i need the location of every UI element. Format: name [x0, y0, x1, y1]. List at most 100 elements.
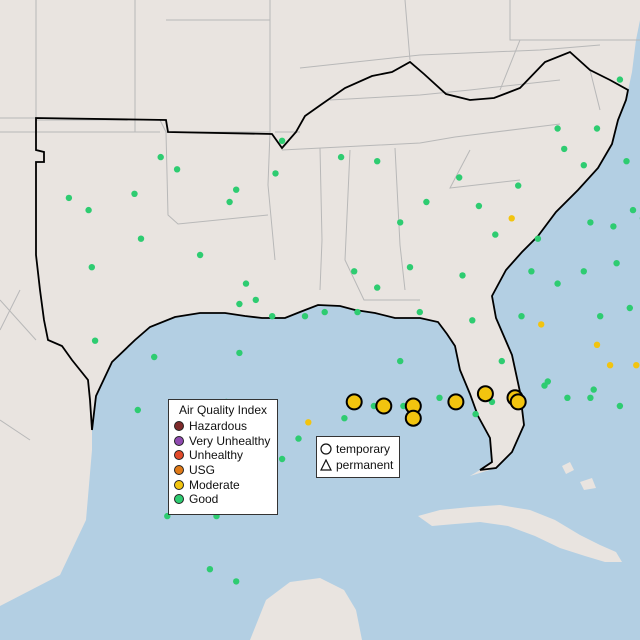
cuba — [418, 505, 622, 562]
legend-label-good: Good — [189, 492, 219, 507]
monitor-good[interactable] — [134, 406, 141, 414]
monitor-moderate[interactable] — [508, 215, 515, 222]
monitor-good[interactable] — [528, 268, 535, 275]
monitor-good[interactable] — [610, 223, 617, 230]
atlantic-ocean — [470, 0, 640, 640]
monitor-good[interactable] — [85, 206, 92, 214]
monitor-good[interactable] — [475, 202, 483, 210]
monitor-good[interactable] — [629, 206, 637, 214]
type-row-permanent: permanent — [317, 457, 399, 473]
monitor-moderate[interactable] — [633, 362, 640, 369]
triangle-icon — [320, 459, 332, 471]
monitor-good[interactable] — [406, 264, 414, 271]
monitor-good[interactable] — [321, 308, 328, 316]
monitor-good[interactable] — [196, 251, 204, 259]
monitor-good[interactable] — [613, 260, 620, 267]
monitor-good[interactable] — [544, 378, 551, 385]
monitor-good[interactable] — [626, 304, 633, 312]
bahamas-island — [562, 462, 574, 474]
monitor-good[interactable] — [593, 125, 601, 132]
legend-row-good: Good — [169, 492, 277, 507]
monitor-good[interactable] — [436, 394, 443, 401]
swatch-very-unhealthy — [174, 435, 184, 446]
monitor-good[interactable] — [233, 578, 240, 585]
swatch-good — [174, 494, 184, 505]
monitor-good[interactable] — [151, 353, 158, 361]
monitor-good[interactable] — [623, 158, 630, 165]
swatch-moderate — [174, 479, 184, 490]
monitor-good[interactable] — [252, 296, 259, 304]
monitor-good[interactable] — [278, 137, 286, 144]
monitor-good[interactable] — [157, 153, 164, 161]
monitor-good[interactable] — [587, 219, 594, 226]
monitor-good[interactable] — [469, 317, 476, 324]
monitor-good[interactable] — [561, 145, 568, 153]
temporary-monitor-moderate[interactable] — [345, 393, 363, 411]
monitor-good[interactable] — [341, 415, 348, 422]
monitor-good[interactable] — [295, 435, 302, 442]
monitor-good[interactable] — [515, 182, 522, 189]
monitor-good[interactable] — [554, 125, 561, 132]
monitor-good[interactable] — [456, 174, 463, 181]
monitor-moderate[interactable] — [593, 341, 601, 348]
monitor-good[interactable] — [616, 402, 624, 410]
monitor-good[interactable] — [534, 235, 542, 242]
type-label-temporary: temporary — [336, 442, 391, 456]
aqi-legend: Air Quality Index Hazardous Very Unhealt… — [168, 399, 278, 515]
monitor-good[interactable] — [554, 280, 561, 287]
legend-label-usg: USG — [189, 463, 216, 478]
monitor-good[interactable] — [590, 386, 597, 393]
monitor-good[interactable] — [65, 194, 73, 202]
monitor-good[interactable] — [459, 272, 466, 279]
monitor-good[interactable] — [492, 231, 499, 238]
monitor-good[interactable] — [337, 153, 345, 161]
monitor-good[interactable] — [354, 308, 361, 316]
temporary-monitor-moderate[interactable] — [509, 393, 527, 411]
monitor-good[interactable] — [587, 394, 594, 401]
monitor-good[interactable] — [301, 313, 309, 320]
bahamas-island — [580, 478, 596, 490]
legend-label-unhealthy: Unhealthy — [189, 448, 244, 463]
legend-row-usg: USG — [169, 463, 277, 478]
monitor-good[interactable] — [269, 313, 276, 320]
monitor-good[interactable] — [236, 349, 243, 357]
monitor-good[interactable] — [91, 337, 99, 344]
monitor-good[interactable] — [580, 268, 587, 275]
temporary-monitor-moderate[interactable] — [375, 397, 393, 415]
monitor-moderate[interactable] — [538, 321, 545, 328]
monitor-good[interactable] — [206, 566, 214, 573]
monitor-good[interactable] — [131, 190, 138, 197]
monitor-good[interactable] — [236, 300, 243, 308]
monitor-good[interactable] — [518, 313, 525, 320]
temporary-monitor-moderate[interactable] — [447, 393, 465, 411]
temporary-monitor-moderate[interactable] — [476, 385, 494, 403]
monitor-good[interactable] — [374, 284, 381, 291]
monitor-good[interactable] — [278, 455, 286, 463]
monitor-good[interactable] — [242, 280, 250, 287]
monitor-good[interactable] — [498, 357, 505, 365]
monitor-good[interactable] — [397, 219, 404, 226]
legend-label-moderate: Moderate — [189, 477, 240, 492]
monitor-good[interactable] — [597, 313, 604, 320]
monitor-good[interactable] — [173, 166, 181, 173]
monitor-good[interactable] — [416, 308, 423, 316]
monitor-good[interactable] — [374, 158, 381, 165]
monitor-good[interactable] — [397, 357, 404, 365]
monitor-good[interactable] — [233, 186, 240, 193]
monitor-good[interactable] — [351, 268, 358, 275]
monitor-moderate[interactable] — [305, 419, 312, 426]
monitor-good[interactable] — [564, 394, 571, 401]
temporary-monitor-moderate[interactable] — [404, 409, 422, 427]
monitor-good[interactable] — [137, 235, 145, 242]
monitor-good[interactable] — [580, 162, 587, 169]
monitor-good[interactable] — [616, 76, 624, 83]
swatch-usg — [174, 465, 184, 476]
monitor-good[interactable] — [226, 198, 233, 206]
monitor-moderate[interactable] — [606, 362, 614, 369]
monitor-good[interactable] — [88, 264, 96, 271]
legend-label-very-unhealthy: Very Unhealthy — [189, 433, 271, 448]
monitor-good[interactable] — [423, 198, 430, 206]
monitor-good[interactable] — [472, 410, 479, 418]
monitor-good[interactable] — [272, 170, 279, 177]
